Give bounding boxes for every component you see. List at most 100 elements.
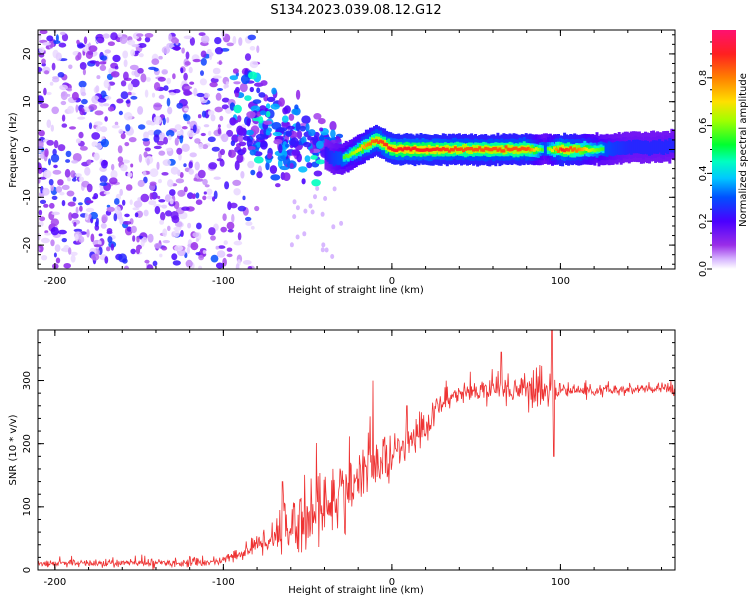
spectrogram-track-segment bbox=[496, 148, 500, 152]
spectrogram-noise-blob bbox=[184, 61, 191, 66]
spectrogram-track-segment bbox=[637, 140, 641, 154]
spectrogram-track-segment bbox=[344, 154, 348, 158]
spectrogram-noise-blob bbox=[153, 102, 162, 111]
spectrogram-track-segment bbox=[571, 148, 575, 152]
spectrogram-faint-dot bbox=[292, 214, 297, 220]
spectrogram-noise-blob bbox=[217, 124, 221, 128]
spectrogram-track-segment bbox=[464, 143, 467, 152]
spectrogram-transition-blob bbox=[249, 86, 254, 93]
spectrogram-noise-blob bbox=[162, 159, 172, 167]
spectrogram-track-segment bbox=[557, 145, 560, 154]
spectrogram-noise-blob bbox=[48, 179, 54, 186]
spectrogram-track-segment bbox=[567, 148, 571, 152]
spectrogram-noise-blob bbox=[125, 99, 131, 104]
spectrogram-noise-blob bbox=[77, 116, 86, 120]
spectrogram-x-label: Height of straight line (km) bbox=[288, 285, 424, 296]
spectrogram-track-segment bbox=[611, 142, 615, 157]
spectrogram-track-segment bbox=[352, 151, 356, 155]
spectrogram-track-segment bbox=[553, 146, 556, 150]
spectrogram-faint-dot bbox=[321, 242, 326, 248]
spectrogram-track-segment bbox=[415, 148, 419, 152]
spectrogram-noise-blob bbox=[247, 34, 256, 41]
spectrogram-track-segment bbox=[397, 147, 401, 151]
spectrogram-noise-blob bbox=[103, 103, 110, 107]
spectrogram-track-segment bbox=[551, 148, 554, 153]
spectrogram-track-segment bbox=[360, 145, 364, 154]
spectrogram-noise-blob bbox=[162, 117, 166, 126]
spectrogram-noise-blob bbox=[117, 33, 123, 38]
spectrogram-track-segment bbox=[512, 146, 516, 155]
spectrogram-transition-blob bbox=[250, 169, 256, 176]
spectrogram-noise-blob bbox=[83, 36, 88, 45]
spectrogram-transition-blob bbox=[311, 179, 321, 187]
spectrogram-noise-blob bbox=[84, 166, 91, 176]
spectrogram-track-segment bbox=[528, 148, 532, 152]
spectrogram-noise-blob bbox=[96, 36, 105, 44]
spectrogram-noise-blob bbox=[233, 240, 243, 246]
spectrogram-noise-blob bbox=[221, 104, 229, 110]
spectrogram-noise-blob bbox=[180, 230, 184, 237]
spectrogram-noise-blob bbox=[38, 233, 41, 241]
colorbar-tick-label: 0.4 bbox=[698, 165, 709, 181]
spectrogram-noise-blob bbox=[99, 182, 108, 187]
spectrogram-noise-blob bbox=[226, 129, 234, 137]
snr-x-ticks: -200 -100 0 100 bbox=[44, 330, 663, 588]
spectrogram-transition-blob bbox=[278, 97, 285, 107]
spectrogram-noise-blob bbox=[228, 149, 236, 158]
spectrogram-transition-blob bbox=[329, 121, 337, 131]
spectrogram-track-segment bbox=[423, 148, 427, 152]
spectrogram-noise-blob bbox=[73, 222, 77, 227]
spectrogram-noise-blob bbox=[39, 103, 49, 109]
colorbar-label: Normalized spectral amplitude bbox=[738, 73, 749, 227]
spectrogram-track-segment bbox=[350, 151, 354, 155]
spectrogram-transition-blob bbox=[301, 178, 306, 185]
spectrogram-transition-blob bbox=[230, 140, 236, 147]
spectrogram-x-tick-label: 0 bbox=[389, 276, 395, 287]
spectrogram-noise-blob bbox=[49, 81, 54, 86]
spectrogram-noise-blob bbox=[254, 205, 260, 212]
spectrogram-faint-dot bbox=[313, 194, 317, 200]
spectrogram-noise-blob bbox=[191, 194, 196, 199]
spectrogram-noise-blob bbox=[212, 75, 222, 79]
spectrogram-noise-blob bbox=[72, 153, 82, 162]
spectrogram-track-segment bbox=[449, 148, 453, 152]
spectrogram-noise-blob bbox=[136, 245, 142, 250]
spectrogram-noise-blob bbox=[186, 246, 190, 254]
spectrogram-transition-blob bbox=[252, 99, 262, 104]
spectrogram-noise-blob bbox=[188, 161, 193, 169]
spectrogram-noise-blob bbox=[183, 35, 193, 40]
spectrogram-noise-blob bbox=[188, 168, 194, 175]
spectrogram-noise-blob bbox=[122, 199, 126, 206]
spectrogram-noise-blob bbox=[183, 113, 188, 119]
spectrogram-track-segment bbox=[581, 147, 585, 152]
spectrogram-noise-blob bbox=[106, 246, 111, 252]
spectrogram-track-segment bbox=[540, 148, 544, 152]
spectrogram-noise-blob bbox=[52, 40, 61, 44]
spectrogram-noise-blob bbox=[158, 150, 166, 156]
spectrogram-track-segment bbox=[427, 148, 431, 152]
spectrogram-track-segment bbox=[387, 146, 391, 150]
spectrogram-noise-blob bbox=[93, 152, 100, 161]
spectrogram-noise-blob bbox=[103, 191, 111, 195]
spectrogram-noise-blob bbox=[76, 39, 80, 45]
spectrogram-noise-blob bbox=[55, 257, 61, 264]
spectrogram-noise-blob bbox=[171, 253, 178, 261]
spectrogram-transition-blob bbox=[255, 133, 266, 140]
colorbar-tick-label: 0.0 bbox=[698, 261, 709, 277]
spectrogram-noise-blob bbox=[220, 148, 225, 156]
spectrogram-noise-blob bbox=[61, 238, 67, 243]
spectrogram-track-segment bbox=[405, 147, 409, 151]
spectrogram-track-segment bbox=[654, 140, 658, 154]
spectrogram-noise-blob bbox=[202, 144, 209, 150]
spectrogram-track-segment bbox=[383, 142, 387, 146]
spectrogram-noise-blob bbox=[107, 236, 113, 244]
spectrogram-noise-blob bbox=[57, 72, 65, 78]
spectrogram-noise-blob bbox=[71, 212, 79, 219]
spectrogram-track-segment bbox=[334, 151, 338, 165]
spectrogram-noise-blob bbox=[84, 212, 89, 221]
spectrogram-track-segment bbox=[635, 139, 639, 154]
spectrogram-track-segment bbox=[579, 147, 583, 152]
spectrogram-track-segment bbox=[411, 146, 415, 150]
spectrogram-noise-blob bbox=[143, 131, 149, 140]
spectrogram-transition-blob bbox=[313, 170, 323, 177]
